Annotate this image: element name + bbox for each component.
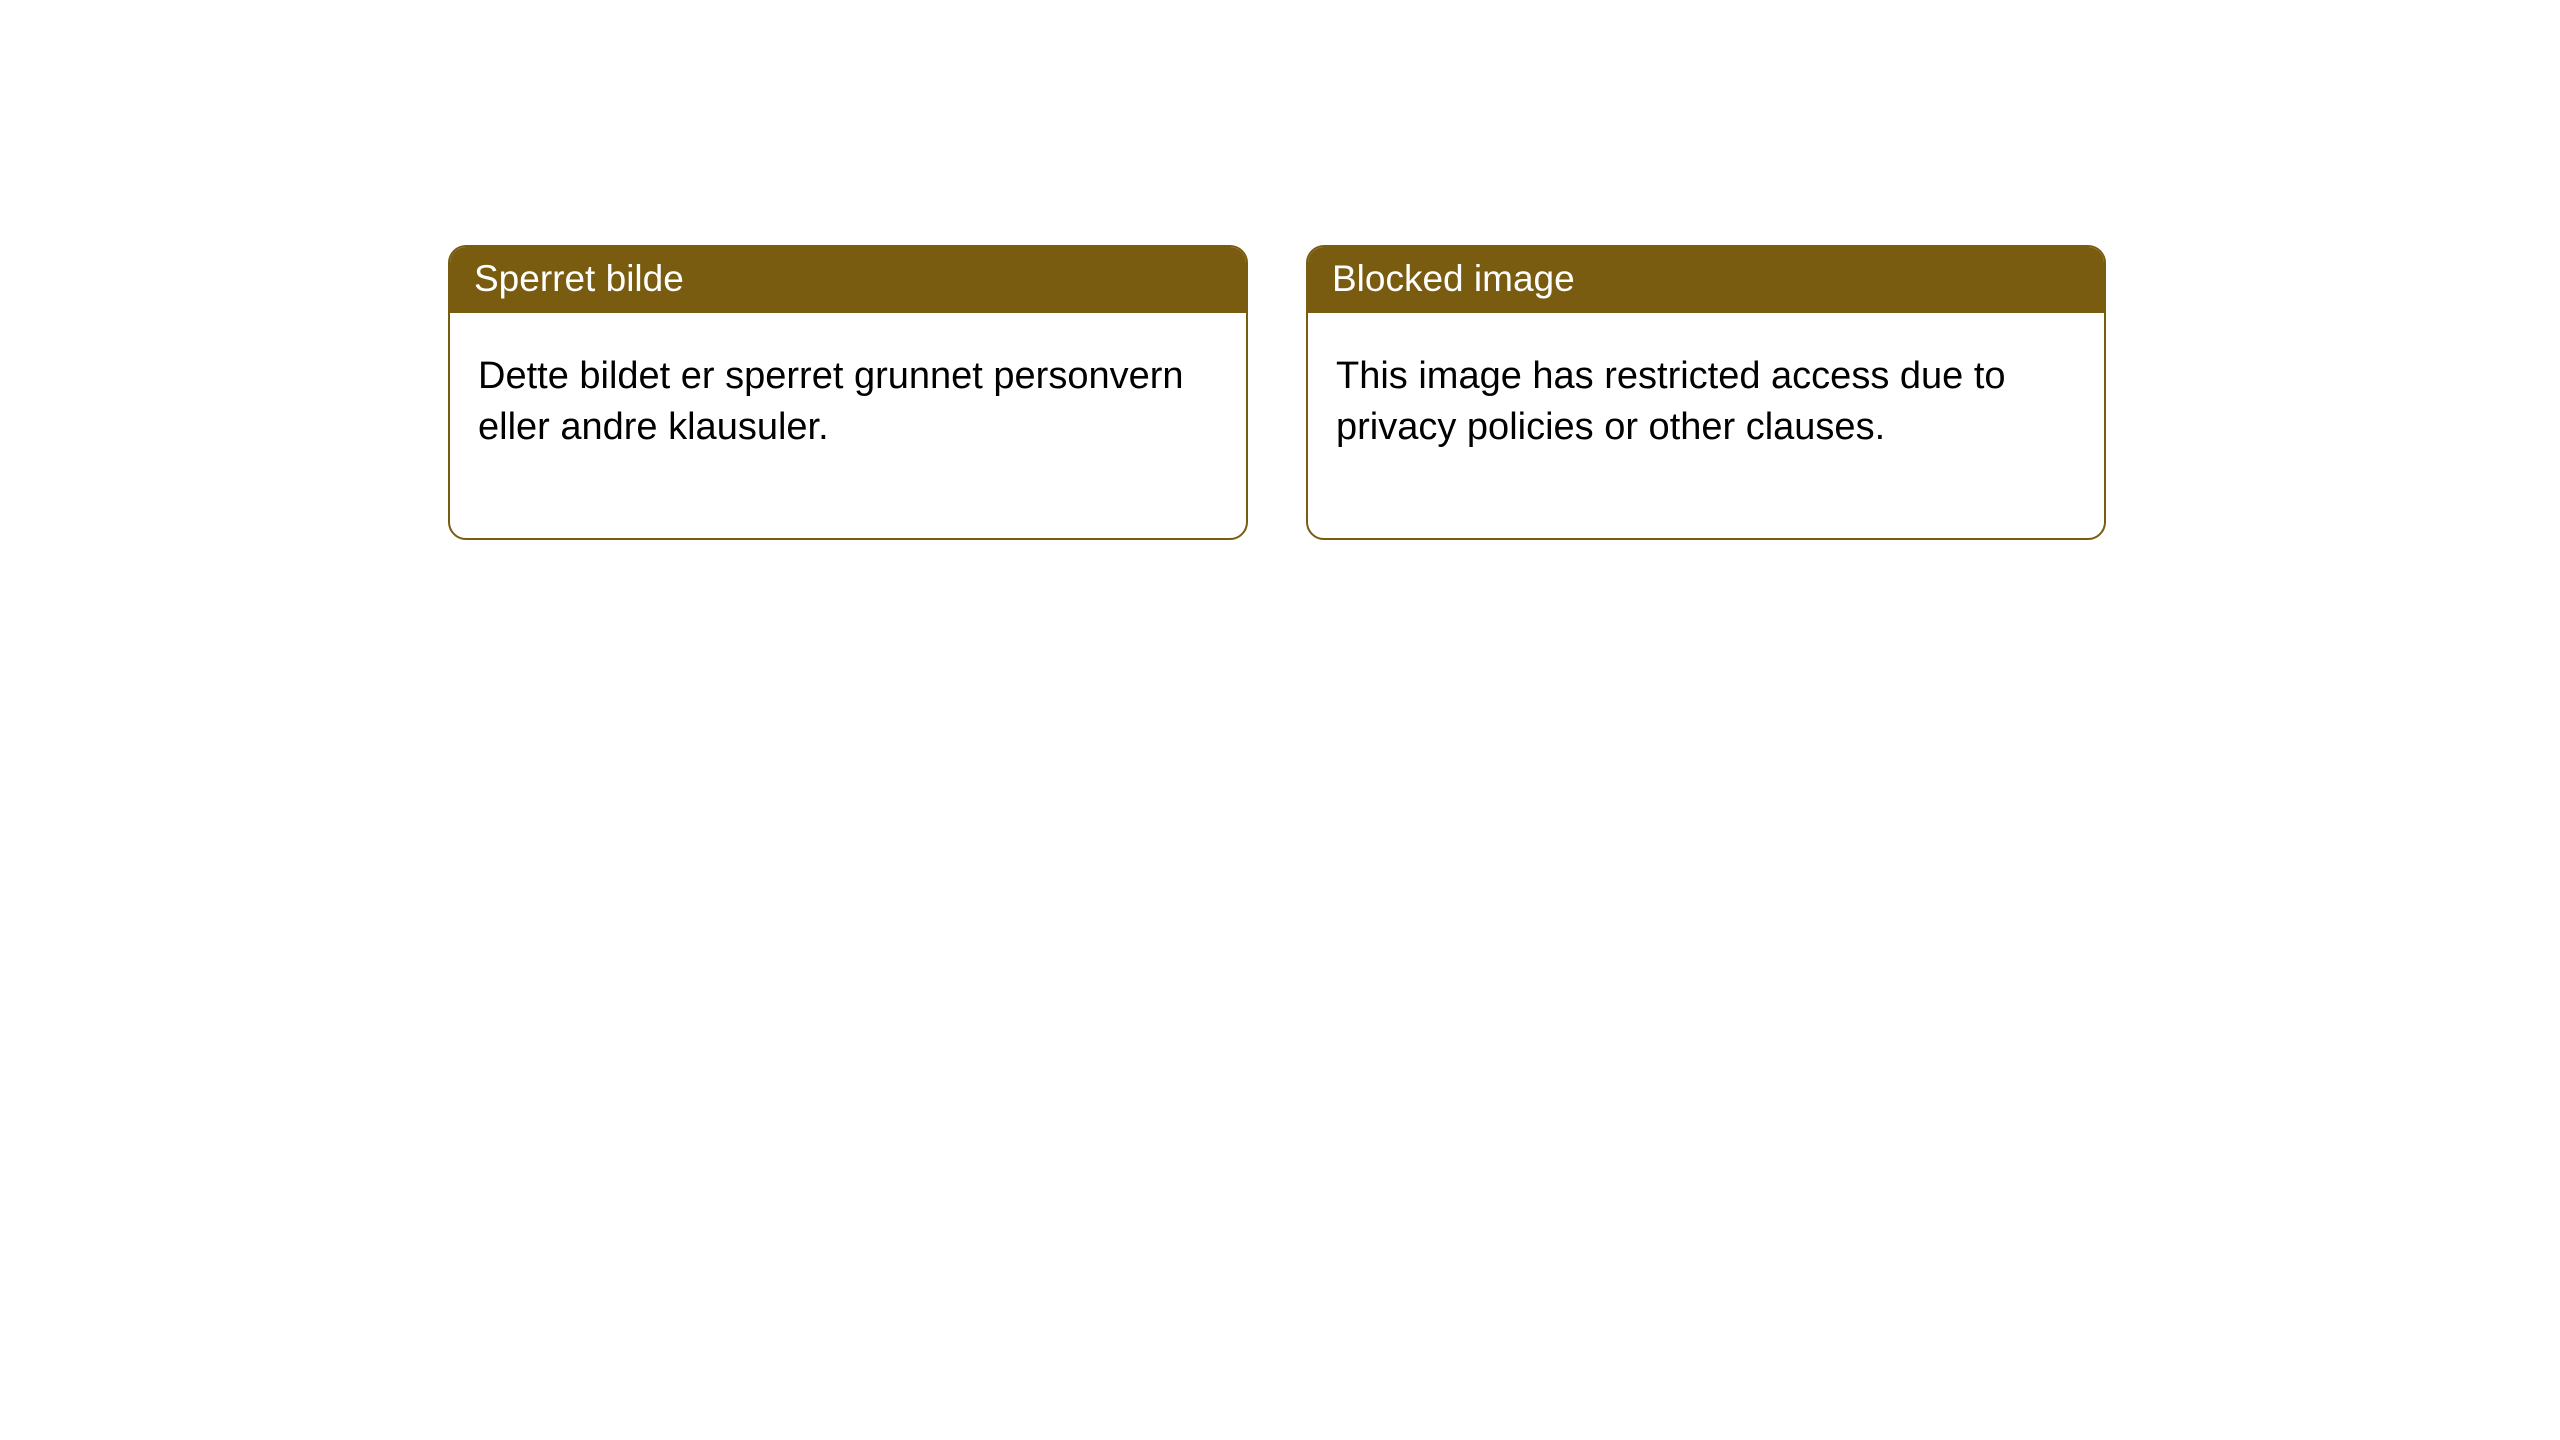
card-message-norwegian: Dette bildet er sperret grunnet personve… bbox=[450, 313, 1246, 538]
notice-card-english: Blocked image This image has restricted … bbox=[1306, 245, 2106, 540]
notice-cards-row: Sperret bilde Dette bildet er sperret gr… bbox=[448, 245, 2560, 540]
card-message-english: This image has restricted access due to … bbox=[1308, 313, 2104, 538]
card-title-english: Blocked image bbox=[1308, 247, 2104, 313]
card-title-norwegian: Sperret bilde bbox=[450, 247, 1246, 313]
notice-card-norwegian: Sperret bilde Dette bildet er sperret gr… bbox=[448, 245, 1248, 540]
